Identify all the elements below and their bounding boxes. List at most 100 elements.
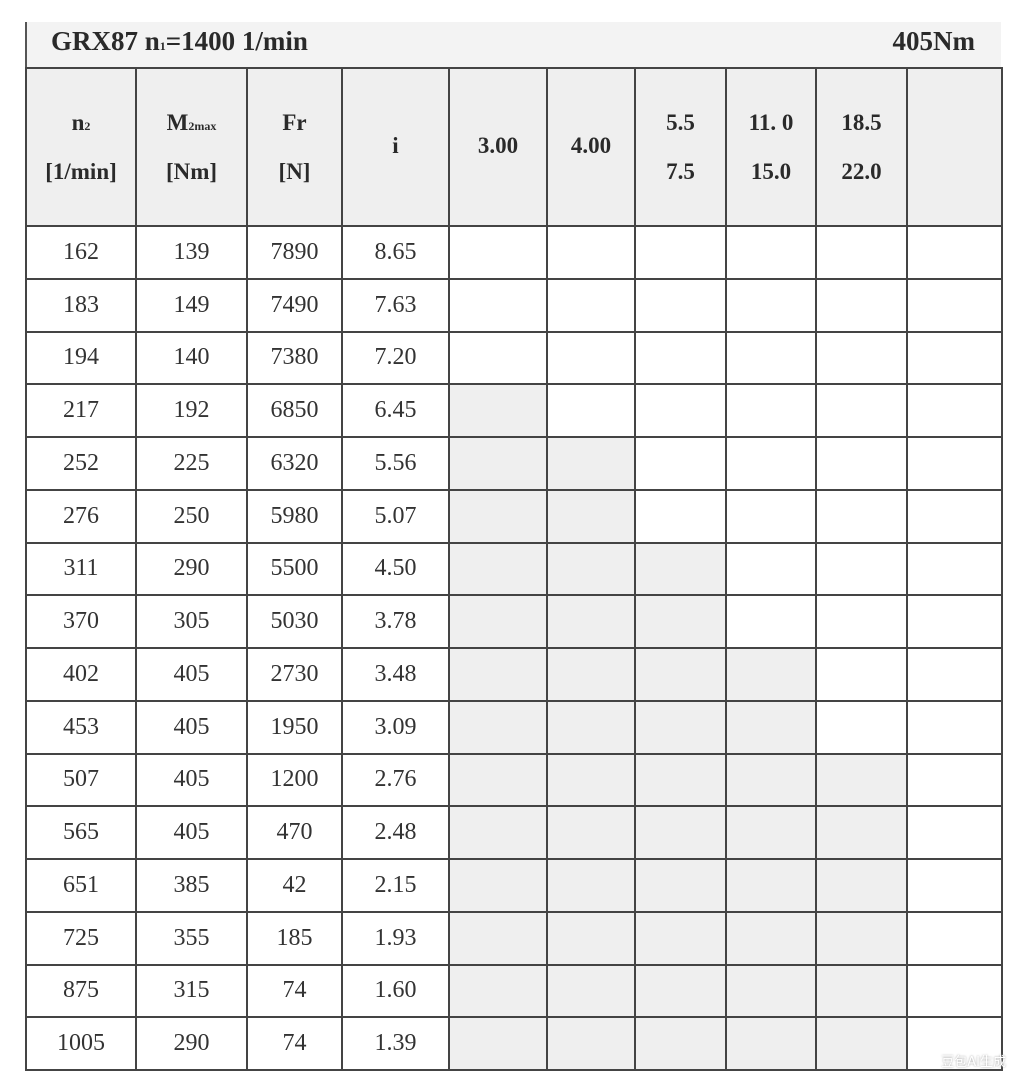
table-row: 311 290 5500 4.50 <box>25 541 1003 597</box>
power-cell <box>906 594 1003 649</box>
power-cell <box>546 910 636 966</box>
table-row: 162 139 7890 8.65 <box>25 225 1003 280</box>
power-cell <box>725 436 817 491</box>
power-cell <box>815 594 908 649</box>
power-cell <box>546 1016 636 1071</box>
table-cell: 5500 <box>246 541 343 597</box>
power-cell <box>815 963 908 1019</box>
power-cell <box>725 910 817 966</box>
table-row: 651 385 42 2.15 <box>25 858 1003 913</box>
power-cell <box>906 858 1003 913</box>
power-cell <box>815 225 908 280</box>
power-cell <box>634 488 727 544</box>
column-header: M2max [Nm] <box>135 67 248 227</box>
power-cell <box>634 963 727 1019</box>
power-cell <box>725 805 817 860</box>
power-cell <box>448 699 548 755</box>
table-cell: 192 <box>135 383 248 438</box>
table-cell: 7380 <box>246 330 343 386</box>
power-cell <box>546 963 636 1019</box>
table-cell: 5030 <box>246 594 343 649</box>
table-cell: 290 <box>135 541 248 597</box>
power-cell <box>634 858 727 913</box>
column-header: Fr [N] <box>246 67 343 227</box>
power-cell <box>815 1016 908 1071</box>
table-cell: 6320 <box>246 436 343 491</box>
power-cell <box>725 963 817 1019</box>
power-cell <box>448 488 548 544</box>
power-cell <box>906 910 1003 966</box>
power-cell <box>546 594 636 649</box>
power-cell <box>725 383 817 438</box>
table-cell: 290 <box>135 1016 248 1071</box>
power-cell <box>725 858 817 913</box>
table-cell: 405 <box>135 699 248 755</box>
table-cell: 149 <box>135 277 248 333</box>
power-cell <box>634 699 727 755</box>
table-cell: 405 <box>135 647 248 702</box>
table-row: 402 405 2730 3.48 <box>25 647 1003 702</box>
table-cell: 162 <box>25 225 137 280</box>
power-cell <box>546 805 636 860</box>
power-cell <box>448 330 548 386</box>
power-cell <box>546 541 636 597</box>
table-cell: 42 <box>246 858 343 913</box>
table-row: 507 405 1200 2.76 <box>25 752 1003 808</box>
table-cell: 311 <box>25 541 137 597</box>
table-cell: 139 <box>135 225 248 280</box>
table-row: 183 149 7490 7.63 <box>25 277 1003 333</box>
power-cell <box>815 910 908 966</box>
table-cell: 405 <box>135 752 248 808</box>
power-cell <box>906 277 1003 333</box>
power-cell <box>634 277 727 333</box>
table-cell: 74 <box>246 963 343 1019</box>
power-cell <box>546 488 636 544</box>
table-cell: 5980 <box>246 488 343 544</box>
table-cell: 875 <box>25 963 137 1019</box>
table-row: 252 225 6320 5.56 <box>25 436 1003 491</box>
power-cell <box>906 436 1003 491</box>
power-cell <box>906 752 1003 808</box>
table-cell: 651 <box>25 858 137 913</box>
table-cell: 1.93 <box>341 910 450 966</box>
power-cell <box>815 699 908 755</box>
table-row: 565 405 470 2.48 <box>25 805 1003 860</box>
table-cell: 2730 <box>246 647 343 702</box>
power-cell <box>725 225 817 280</box>
column-header: 5.5 7.5 <box>634 67 727 227</box>
table-cell: 2.76 <box>341 752 450 808</box>
column-header <box>906 67 1003 227</box>
power-cell <box>634 1016 727 1071</box>
power-cell <box>906 225 1003 280</box>
table-cell: 1.60 <box>341 963 450 1019</box>
table-cell: 315 <box>135 963 248 1019</box>
table-row: 194 140 7380 7.20 <box>25 330 1003 386</box>
table-cell: 507 <box>25 752 137 808</box>
power-cell <box>634 383 727 438</box>
power-cell <box>906 383 1003 438</box>
power-cell <box>815 330 908 386</box>
power-cell <box>815 488 908 544</box>
table-cell: 7490 <box>246 277 343 333</box>
power-cell <box>906 541 1003 597</box>
power-cell <box>725 1016 817 1071</box>
table-row: 217 192 6850 6.45 <box>25 383 1003 438</box>
table-cell: 1005 <box>25 1016 137 1071</box>
table-cell: 185 <box>246 910 343 966</box>
table-cell: 140 <box>135 330 248 386</box>
power-cell <box>815 436 908 491</box>
table-row: 725 355 185 1.93 <box>25 910 1003 966</box>
power-cell <box>448 752 548 808</box>
power-cell <box>546 225 636 280</box>
table-row: 370 305 5030 3.78 <box>25 594 1003 649</box>
table-cell: 194 <box>25 330 137 386</box>
power-cell <box>546 330 636 386</box>
power-cell <box>448 858 548 913</box>
power-cell <box>906 805 1003 860</box>
power-cell <box>815 541 908 597</box>
column-header: i <box>341 67 450 227</box>
power-cell <box>725 277 817 333</box>
gearbox-performance-table: n2 [1/min] M2max [Nm] Fr [N] i 3.00 4.00 5.5 7.5 11… <box>25 67 1003 1071</box>
power-cell <box>448 225 548 280</box>
table-cell: 405 <box>135 805 248 860</box>
